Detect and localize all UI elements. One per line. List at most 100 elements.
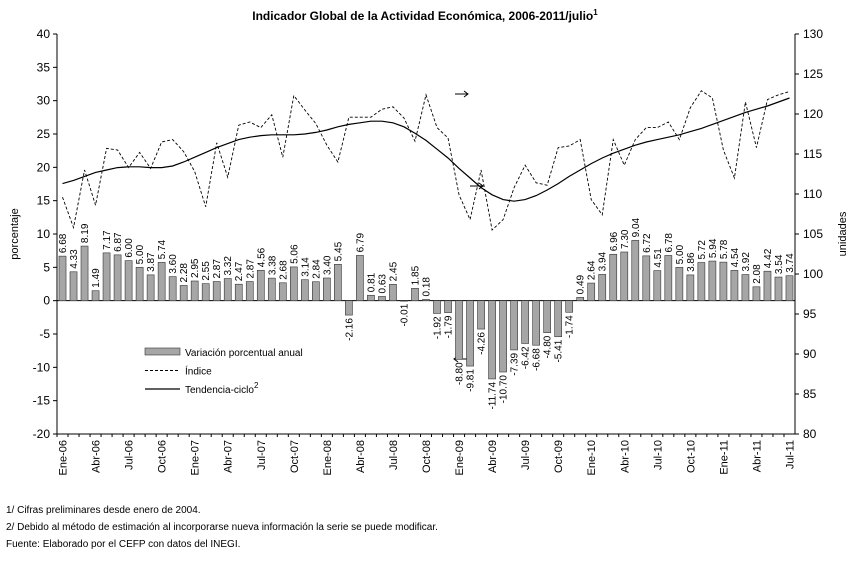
data-label: 2.87 — [245, 259, 256, 279]
data-label: 3.92 — [741, 252, 752, 272]
data-label: 4.56 — [256, 247, 267, 267]
x-tick-label: Ene-10 — [586, 440, 598, 475]
bar — [587, 282, 596, 301]
bar — [785, 275, 794, 301]
data-label: -4.80 — [543, 335, 554, 358]
bar — [301, 279, 309, 301]
bar — [565, 300, 574, 313]
x-tick-label: Jul-06 — [124, 440, 136, 470]
data-label: 6.00 — [124, 238, 135, 258]
bar — [576, 297, 585, 301]
data-label: 2.47 — [234, 261, 245, 281]
bar — [741, 274, 750, 301]
data-label: 2.64 — [587, 260, 598, 280]
x-tick-label: Oct-06 — [157, 440, 169, 473]
bar — [278, 282, 287, 301]
data-label: 7.17 — [102, 230, 113, 250]
x-tick-label: Abr-07 — [223, 440, 235, 473]
legend-swatch — [144, 347, 181, 356]
bar — [256, 269, 265, 301]
data-label: 4.51 — [653, 248, 664, 268]
data-label: 6.68 — [58, 233, 69, 253]
bar — [245, 281, 254, 301]
bar — [80, 245, 89, 301]
x-tick-label: Ene-07 — [190, 440, 202, 475]
bar — [356, 255, 364, 301]
data-label: 6.96 — [609, 231, 620, 251]
data-label: 7.30 — [620, 229, 631, 249]
bar — [102, 252, 111, 301]
x-tick-label: Oct-09 — [553, 440, 565, 473]
legend-text: Tendencia-ciclo — [185, 385, 254, 396]
y2-tick-label: 115 — [803, 147, 822, 161]
x-tick-label: Jul-11 — [784, 440, 796, 469]
y-tick-label: 35 — [37, 60, 51, 74]
bar — [168, 276, 177, 301]
data-label: 5.06 — [289, 244, 300, 264]
data-label: -1.92 — [433, 316, 444, 339]
data-label: 3.86 — [686, 252, 697, 272]
bar — [719, 261, 728, 301]
data-label: 4.42 — [763, 248, 774, 268]
x-tick-label: Ene-06 — [58, 440, 70, 475]
data-label: -10.70 — [499, 375, 510, 404]
bar — [124, 260, 133, 301]
y-tick-label: 0 — [43, 294, 50, 308]
x-tick-label: Jul-09 — [520, 440, 532, 470]
data-label: -7.39 — [510, 352, 521, 375]
x-tick-label: Jul-07 — [256, 440, 268, 470]
bar — [378, 296, 386, 301]
data-label: 6.72 — [642, 233, 653, 253]
bar — [289, 266, 298, 301]
data-label: 3.40 — [322, 255, 333, 275]
data-label: 3.54 — [774, 254, 785, 274]
data-label: 0.18 — [422, 277, 433, 297]
chart-title: Indicador Global de la Actividad Económi… — [252, 8, 598, 23]
bar — [708, 260, 717, 301]
y2-tick-label: 100 — [803, 267, 823, 281]
data-label: 0.63 — [377, 274, 388, 294]
bar — [444, 300, 452, 313]
bar — [554, 300, 563, 338]
x-tick-label: Oct-07 — [289, 440, 301, 473]
x-tick-label: Ene-08 — [322, 440, 334, 475]
data-label: -0.01 — [399, 303, 410, 326]
x-tick-label: Ene-11 — [718, 440, 730, 475]
bar — [201, 283, 210, 301]
data-label: 6.79 — [355, 232, 366, 252]
bar — [532, 300, 540, 346]
legend-label: Variación porcentual anual — [185, 348, 303, 359]
bar — [642, 255, 651, 301]
data-label: 2.55 — [201, 261, 212, 281]
bar — [675, 267, 684, 301]
bar — [620, 251, 629, 301]
bar — [521, 300, 529, 344]
data-label: 1.49 — [91, 268, 102, 288]
y2-tick-label: 95 — [803, 307, 817, 321]
y2-tick-label: 85 — [803, 387, 817, 401]
data-label: 0.49 — [576, 274, 587, 294]
legend-label: Tendencia-ciclo2 — [185, 381, 259, 396]
y2-tick-label: 80 — [803, 427, 817, 441]
data-label: -6.42 — [521, 346, 532, 369]
line — [62, 90, 790, 231]
bar — [730, 270, 739, 301]
bar — [697, 262, 706, 301]
bar — [212, 281, 221, 301]
data-label: 6.78 — [664, 233, 675, 253]
x-tick-label: Abr-06 — [91, 440, 103, 473]
data-label: 3.14 — [300, 257, 311, 277]
bar — [598, 274, 607, 301]
legend-text: Índice — [185, 365, 212, 378]
y2-tick-label: 110 — [803, 187, 822, 201]
data-label: 2.68 — [278, 260, 289, 280]
data-label: -8.80 — [455, 362, 466, 385]
data-label: -11.74 — [488, 382, 499, 410]
legend-label: Índice — [185, 365, 212, 378]
data-label: 2.95 — [190, 258, 201, 278]
data-label: 2.84 — [311, 259, 322, 279]
x-tick-label: Abr-09 — [487, 440, 499, 473]
bar — [367, 294, 375, 301]
data-label: -1.79 — [444, 315, 455, 338]
